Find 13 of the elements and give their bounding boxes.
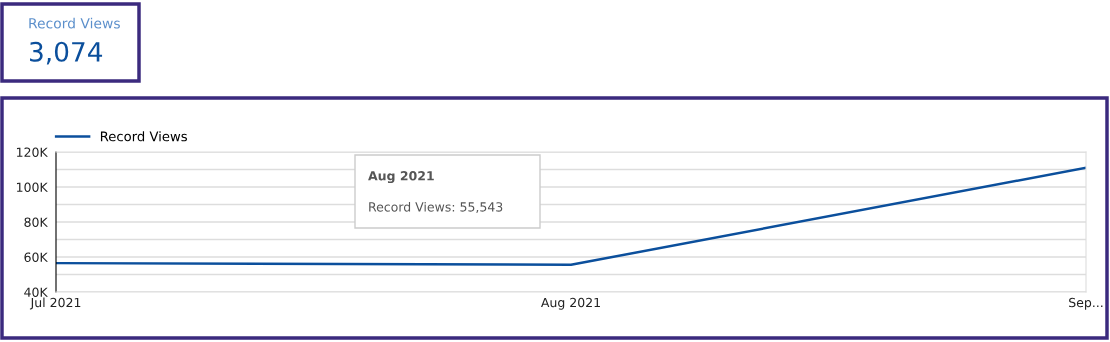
text: Record Views xyxy=(29,17,120,29)
annotation: Aug 2021 xyxy=(368,171,434,184)
y-tick-label: 100K xyxy=(16,182,48,192)
x-tick-label: Jul 2021 xyxy=(29,297,81,310)
y-tick-label: 80K xyxy=(24,217,48,227)
x-tick-label: Sep... xyxy=(1069,297,1103,310)
y-tick-label: 60K xyxy=(24,252,48,262)
legend-label: Record Views xyxy=(100,131,187,142)
y-tick-label: 120K xyxy=(16,147,48,157)
x-tick-label: Aug 2021 xyxy=(541,297,600,310)
y-tick-label: 40K xyxy=(24,287,48,297)
annotation: Record Views: 55,543 xyxy=(369,201,503,213)
text: 3,074 xyxy=(30,41,103,65)
